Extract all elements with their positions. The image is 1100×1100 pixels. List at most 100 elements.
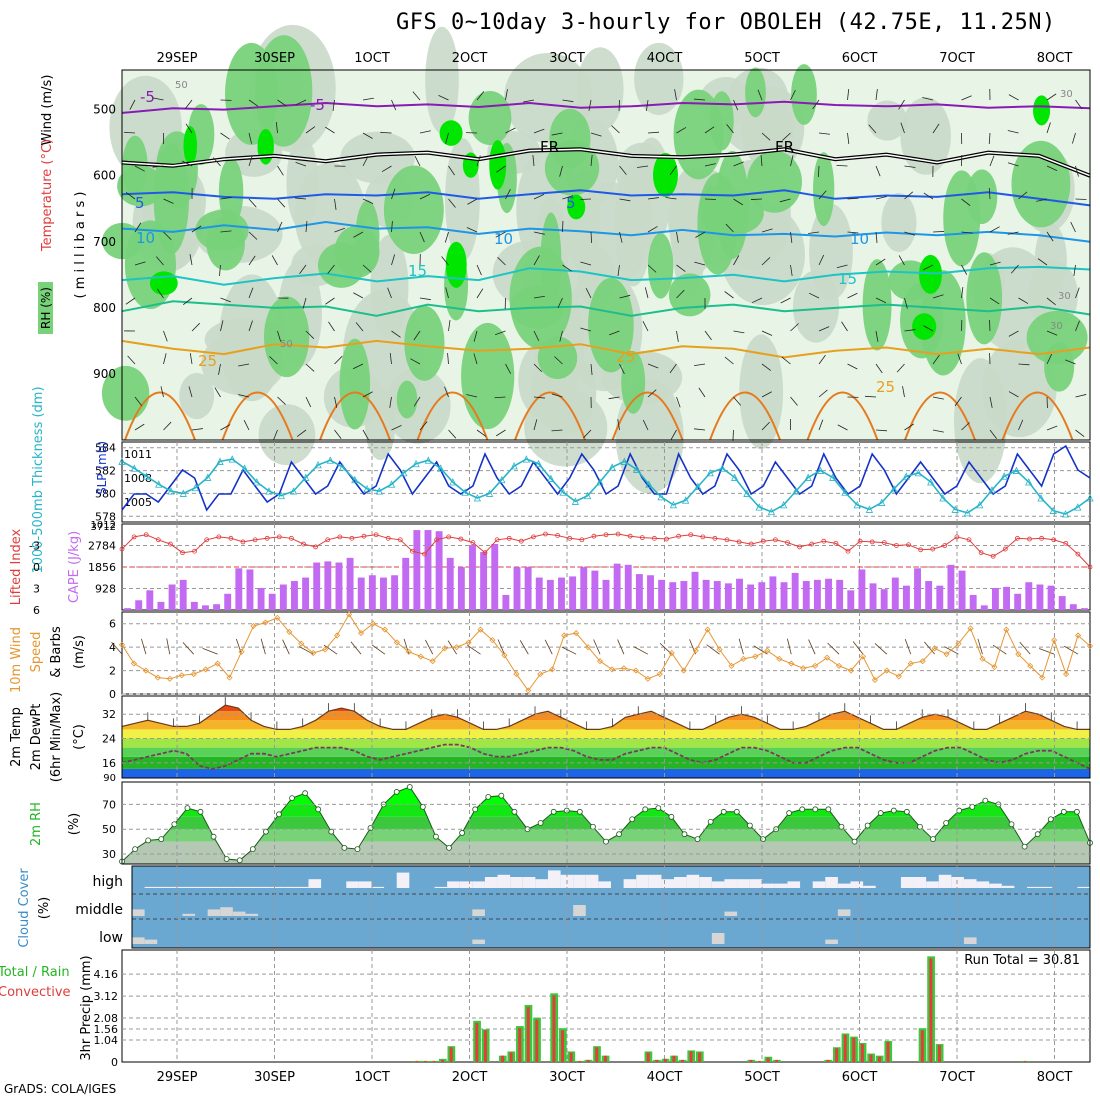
wind-barb [932,231,945,233]
wind-barb [334,198,337,210]
rh2m-tick-label: 70 [102,798,116,811]
cloud-background [132,866,1090,948]
rh-grey-area [634,42,684,116]
wind10-barb [874,643,888,655]
top-date-label: 29SEP [157,51,198,66]
rh-bright-area [257,129,274,165]
lifted-index-point [894,543,899,548]
isotherm-30 [514,391,586,441]
lifted-index-point [167,541,173,547]
thickness-point [302,473,310,481]
rh-green-area [263,296,310,378]
contour-label: -5 [140,88,155,106]
wind-barb [898,255,905,266]
wind-barb [988,132,991,145]
wind-barb [670,429,677,440]
wind-barb [218,363,221,375]
wind-barb [332,99,335,111]
precip-convective-bar [655,1059,659,1062]
precip-convective-bar [680,1059,684,1062]
wind-barb [847,197,859,200]
wind-barb [1010,264,1019,274]
wind10-point [441,645,448,652]
wind-barb [619,231,623,243]
wind-barb [674,89,677,101]
wind-barb [334,396,338,408]
wind-barb [902,386,905,398]
wind-barb [523,99,535,103]
lifted-index-point [930,546,936,552]
precip-convective-bar [869,1054,873,1062]
wind10-point [214,660,221,667]
thickness-point [927,478,935,486]
cape-bar [847,590,855,610]
wind-barb [441,256,449,266]
wind10-point [692,647,699,654]
cape-bar [190,601,198,610]
rh-bright-area [149,271,178,296]
wind10-barb [852,641,864,655]
cape-bar [480,552,488,610]
wind-barb [1036,198,1048,202]
rh2m-point [433,833,439,840]
wind-barb [818,389,828,398]
wind-barb [533,255,540,266]
wind-barb [505,363,512,374]
lifted-index-point [906,542,911,548]
wind-barb [732,429,734,442]
wind-barb [248,155,253,167]
wind-barb [156,288,164,299]
wind10-barb [808,639,816,655]
lifted-index-point [954,534,960,540]
wind-barb [619,198,631,202]
rh-green-area [468,90,512,146]
thickness-point [878,498,886,506]
thickness-point [485,489,494,497]
cape-bar [1025,582,1033,610]
wind10-point [393,639,400,646]
thickness-point [473,494,481,502]
contour-label: 5 [135,194,145,212]
rh2m-point [642,806,649,813]
wind-barb [362,132,373,139]
contour-label: 30 [1060,89,1073,100]
wind10-point [549,666,556,673]
bottom-date-label: 4OCT [647,1070,683,1085]
cloud-high-cell [989,883,1002,888]
cloud-high-cell [510,877,523,888]
cape-bar [558,577,565,610]
wind-barb [163,231,172,241]
wind10-barb [786,638,792,655]
precip-convective-bar [646,1052,650,1062]
wind-barb [163,330,168,342]
wind-barb [1007,162,1019,167]
wind-barb [189,353,193,365]
rh2m-point [184,805,191,811]
precip-tick-label: 1.04 [94,1034,119,1047]
cloud-mid-cell [472,909,485,916]
precip-convective-bar [441,1059,445,1062]
wind-barb [695,231,706,238]
thickness-point [191,483,200,492]
cape-bar [902,585,910,610]
rh-grey-area [671,168,707,298]
wind-barb [238,394,250,398]
wind-barb [277,99,287,107]
cape-bar [469,545,476,610]
contour-label: 25 [876,378,895,396]
wind-barb [733,330,745,334]
wind10-point [286,628,293,635]
wind-barb [1072,132,1076,144]
chart-title: GFS 0~10day 3-hourly for OBOLEH (42.75E,… [396,10,1056,35]
wind10-point [537,671,544,678]
thickness-point [767,507,776,516]
wind-barb [841,321,848,332]
wind-barb [704,163,716,167]
cloud-high-cell [711,881,725,888]
wind-barb [362,264,372,273]
cloud-low-cell [144,939,158,944]
wind-barb [733,255,740,266]
wind-barb [781,356,791,365]
wind-barb [476,91,485,101]
rh2m-point [354,846,361,852]
